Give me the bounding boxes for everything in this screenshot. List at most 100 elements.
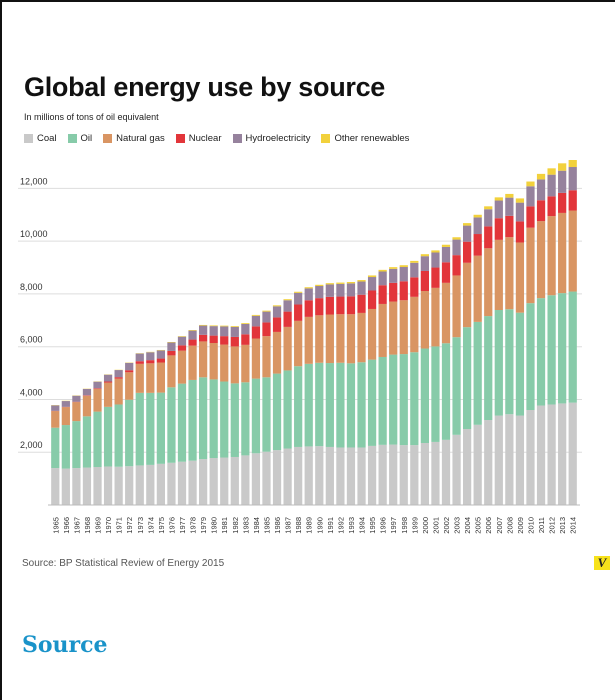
bar-segment: [315, 284, 324, 287]
x-tick-label: 1972: [125, 517, 134, 534]
bar-segment: [420, 270, 429, 292]
bar-segment: [294, 304, 303, 321]
bar-segment: [220, 457, 229, 505]
source-note: Source: BP Statistical Review of Energy …: [22, 558, 225, 569]
bar-segment: [378, 444, 387, 505]
bar-segment: [125, 370, 134, 373]
bar-segment: [177, 336, 187, 337]
bar-segment: [399, 265, 408, 268]
bar-segment: [135, 361, 144, 364]
bar-segment: [568, 210, 577, 292]
x-tick-label: 2008: [505, 517, 514, 534]
bar-segment: [410, 277, 419, 297]
bar-segment: [547, 404, 556, 505]
legend-swatch: [321, 134, 331, 143]
bar-segment: [230, 456, 239, 505]
bar-segment: [431, 287, 440, 347]
bar-segment: [367, 290, 377, 309]
bar-segment: [441, 244, 451, 247]
bar-segment: [473, 217, 482, 235]
bar-segment: [72, 421, 81, 469]
x-tick-label: 1981: [220, 517, 229, 534]
bar-segment: [272, 373, 282, 451]
bar-segment: [283, 448, 292, 505]
x-tick-label: 2007: [495, 517, 504, 534]
bar-segment: [526, 206, 535, 228]
x-tick-label: 2001: [431, 517, 440, 534]
bar-segment: [93, 388, 102, 412]
bar-segment: [536, 221, 546, 299]
bar-segment: [251, 314, 261, 316]
bar-segment: [262, 451, 271, 505]
bar-segment: [473, 214, 482, 218]
source-link[interactable]: Source: [22, 632, 108, 658]
bar-segment: [515, 415, 525, 505]
bar-segment: [283, 299, 292, 301]
bar-segment: [93, 411, 102, 468]
bar-segment: [336, 314, 345, 363]
bar-segment: [526, 227, 535, 304]
bar-segment: [463, 327, 472, 430]
bar-segment: [484, 420, 493, 505]
bar-segment: [346, 363, 356, 448]
bar-segment: [272, 306, 282, 318]
bar-segment: [146, 352, 155, 361]
bar-segment: [325, 296, 334, 315]
bar-segment: [146, 360, 155, 364]
bar-segment: [241, 455, 250, 505]
bar-segment: [82, 416, 92, 468]
bar-segment: [515, 312, 525, 416]
legend-label: Hydroelectricity: [245, 133, 311, 144]
bar-segment: [568, 160, 577, 168]
bar-segment: [241, 344, 250, 383]
bar-segment: [262, 377, 271, 452]
bar-segment: [61, 425, 70, 469]
bar-segment: [367, 359, 377, 446]
bar-segment: [505, 193, 514, 198]
legend-label: Nuclear: [188, 133, 222, 144]
bar-segment: [494, 415, 503, 505]
bar-segment: [251, 338, 261, 379]
bar-segment: [431, 252, 440, 268]
bar-segment: [230, 326, 239, 327]
bar-segment: [294, 320, 303, 367]
legend-item: Hydroelectricity: [232, 133, 311, 144]
bar-segment: [304, 446, 313, 505]
x-tick-label: 2010: [526, 517, 535, 534]
x-tick-label: 1999: [410, 517, 419, 534]
x-tick-label: 1968: [83, 517, 92, 534]
bar-segment: [241, 334, 250, 345]
legend-label: Natural gas: [116, 133, 165, 144]
bar-segment: [536, 298, 546, 406]
bar-segment: [484, 209, 493, 227]
legend-item: Nuclear: [175, 133, 222, 144]
bar-segment: [526, 410, 535, 505]
bar-segment: [209, 379, 218, 459]
bar-segment: [378, 285, 387, 304]
bar-segment: [272, 450, 282, 505]
bar-segment: [262, 310, 271, 312]
bar-segment: [420, 348, 429, 443]
x-tick-label: 1994: [358, 517, 367, 534]
bar-segment: [484, 226, 493, 249]
bar-segment: [494, 197, 503, 201]
bar-segment: [220, 325, 229, 327]
bar-segment: [304, 316, 313, 364]
bar-segment: [378, 303, 387, 357]
y-tick-label: 12,000: [20, 176, 48, 186]
bar-segment: [547, 216, 556, 296]
bar-segment: [378, 271, 387, 286]
x-tick-label: 1976: [167, 517, 176, 534]
bar-segment: [367, 308, 377, 360]
bar-segment: [473, 321, 482, 425]
x-tick-label: 1978: [189, 517, 198, 534]
bar-segment: [103, 466, 113, 505]
bar-segment: [568, 190, 577, 211]
x-tick-label: 1983: [241, 517, 250, 534]
bar-segment: [167, 462, 176, 505]
bar-segment: [188, 330, 197, 340]
bar-segment: [357, 294, 366, 313]
bar-segment: [441, 282, 451, 344]
bar-segment: [103, 381, 113, 383]
x-tick-label: 1990: [315, 517, 324, 534]
